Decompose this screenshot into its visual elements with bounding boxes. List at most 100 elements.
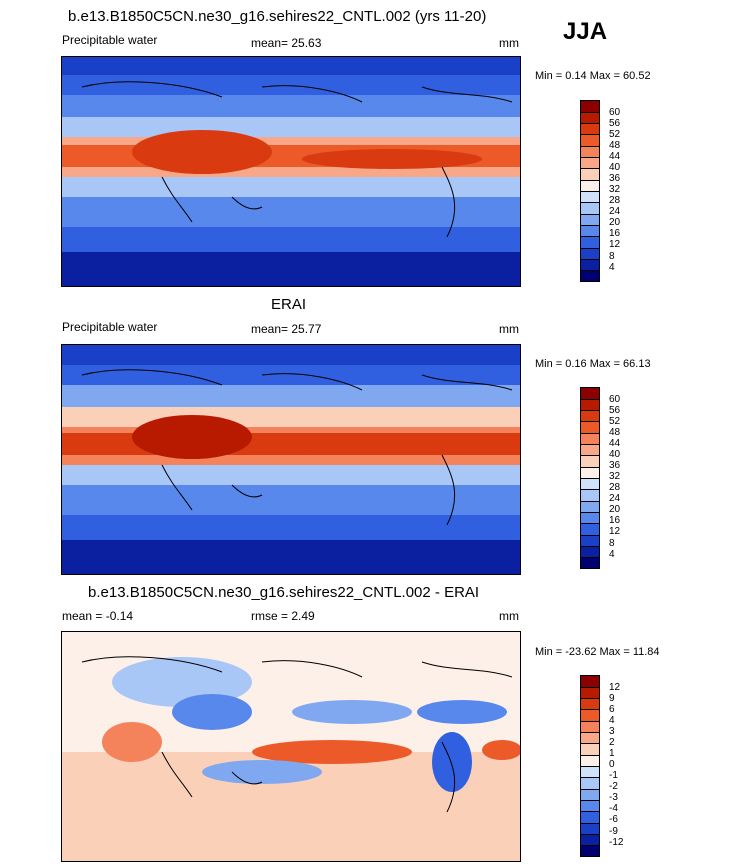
panel-1-tick: 20 <box>609 217 621 228</box>
panel-3-cbar-seg <box>580 766 600 777</box>
panel-3-tick: 1 <box>609 748 615 759</box>
panel-3-tick: -6 <box>609 814 618 825</box>
panel-1-tick: 8 <box>609 251 615 262</box>
panel-1-cbar-seg <box>580 146 600 157</box>
panel-3-cbar-seg <box>580 732 600 743</box>
panel-3-cbar-seg <box>580 687 600 698</box>
panel-3-map-svg <box>62 632 520 861</box>
panel-1-tick: 28 <box>609 195 621 206</box>
panel-2-tick: 44 <box>609 438 621 449</box>
panel-3-cbar-seg <box>580 823 600 834</box>
panel-3-minmax: Min = -23.62 Max = 11.84 <box>535 646 660 658</box>
panel-1-tick: 52 <box>609 129 621 140</box>
season-label: JJA <box>563 18 608 45</box>
panel-1-cbar-seg <box>580 168 600 180</box>
panel-3-tick: -3 <box>609 792 618 803</box>
panel-3-title: b.e13.B1850C5CN.ne30_g16.sehires22_CNTL.… <box>88 584 480 601</box>
panel-1-tick: 40 <box>609 162 621 173</box>
panel-2-cbar-seg <box>580 433 600 444</box>
panel-3-tick: 12 <box>609 682 621 693</box>
panel-1-title: b.e13.B1850C5CN.ne30_g16.sehires22_CNTL.… <box>68 8 487 25</box>
panel-1-cbar-seg <box>580 248 600 259</box>
panel-3-cbar-seg <box>580 755 600 766</box>
panel-1-cbar-seg <box>580 225 600 236</box>
panel-2-tick: 20 <box>609 504 621 515</box>
panel-2-tick: 60 <box>609 394 621 405</box>
panel-1-cbar-seg <box>580 123 600 134</box>
panel-1-tick: 12 <box>609 239 621 250</box>
panel-1-tick: 32 <box>609 184 621 195</box>
panel-2-left-label: Precipitable water <box>62 320 158 334</box>
panel-1-tick: 56 <box>609 118 621 129</box>
panel-3-cbar-seg <box>580 834 600 845</box>
panel-2-cbar-seg <box>580 478 600 489</box>
panel-3-cbar-seg <box>580 789 600 800</box>
panel-1-cbar-seg <box>580 259 600 270</box>
panel-2-units: mm <box>499 322 519 336</box>
panel-3-cbar-seg <box>580 721 600 732</box>
panel-2-cbar-seg <box>580 523 600 535</box>
panel-2-cbar-seg <box>580 399 600 410</box>
panel-2-tick: 56 <box>609 405 621 416</box>
panel-3-cbar-seg <box>580 698 600 709</box>
panel-2-tick: 24 <box>609 493 621 504</box>
panel-2-cbar-seg <box>580 421 600 433</box>
panel-2-cbar-seg <box>580 535 600 546</box>
panel-3-tick: 0 <box>609 759 615 770</box>
panel-3-tick: 9 <box>609 693 615 704</box>
panel-1-colorbar <box>580 100 600 282</box>
panel-2-cbar-seg <box>580 512 600 523</box>
panel-3-cbar-seg <box>580 800 600 811</box>
panel-2-map-svg <box>62 345 520 574</box>
panel-1-cbar-seg <box>580 180 600 191</box>
panel-1-cbar-seg <box>580 202 600 214</box>
panel-2-tick: 52 <box>609 416 621 427</box>
panel-3-colorbar <box>580 675 600 857</box>
panel-3-tick: -4 <box>609 803 618 814</box>
panel-1-cbar-seg <box>580 214 600 225</box>
panel-3-tick: -12 <box>609 837 624 848</box>
panel-2-cbar-seg <box>580 444 600 455</box>
panel-1-map-svg <box>62 57 520 286</box>
panel-1-tick: 4 <box>609 262 615 273</box>
panel-3-tick: 4 <box>609 715 615 726</box>
panel-2-mean: mean= 25.77 <box>251 322 322 336</box>
panel-2-tick: 36 <box>609 460 621 471</box>
panel-2-cbar-seg <box>580 501 600 512</box>
panel-1-tick: 44 <box>609 151 621 162</box>
panel-1-tick: 60 <box>609 107 621 118</box>
panel-3-tick: -9 <box>609 826 618 837</box>
panel-2-map <box>61 344 521 575</box>
panel-1-tick: 16 <box>609 228 621 239</box>
panel-3-cbar-seg <box>580 845 600 857</box>
panel-1-cbar-seg <box>580 191 600 202</box>
panel-2-cbar-seg <box>580 489 600 501</box>
panel-1-cbar-seg <box>580 270 600 282</box>
panel-1-units: mm <box>499 36 519 50</box>
panel-2-minmax: Min = 0.16 Max = 66.13 <box>535 358 651 370</box>
panel-3-tick: 3 <box>609 726 615 737</box>
panel-1-cbar-seg <box>580 157 600 168</box>
panel-2-cbar-seg <box>580 467 600 478</box>
panel-3-cbar-seg <box>580 709 600 721</box>
panel-1-mean: mean= 25.63 <box>251 36 322 50</box>
panel-1-tick: 48 <box>609 140 621 151</box>
panel-2-tick: 28 <box>609 482 621 493</box>
panel-2-tick: 12 <box>609 526 621 537</box>
panel-3-tick: -1 <box>609 770 618 781</box>
panel-3-cbar-seg <box>580 777 600 789</box>
panel-1-tick: 36 <box>609 173 621 184</box>
panel-1-minmax: Min = 0.14 Max = 60.52 <box>535 70 651 82</box>
panel-1-map <box>61 56 521 287</box>
panel-2-title: ERAI <box>271 296 307 313</box>
panel-2-tick: 32 <box>609 471 621 482</box>
panel-2-tick: 40 <box>609 449 621 460</box>
panel-3-map <box>61 631 521 862</box>
panel-1-cbar-seg <box>580 236 600 248</box>
panel-3-tick: 6 <box>609 704 615 715</box>
panel-2-cbar-seg <box>580 410 600 421</box>
panel-2-tick: 4 <box>609 549 615 560</box>
panel-1-left-label: Precipitable water <box>62 33 158 47</box>
panel-3-mean: mean = -0.14 <box>62 609 134 623</box>
panel-2-colorbar <box>580 387 600 569</box>
